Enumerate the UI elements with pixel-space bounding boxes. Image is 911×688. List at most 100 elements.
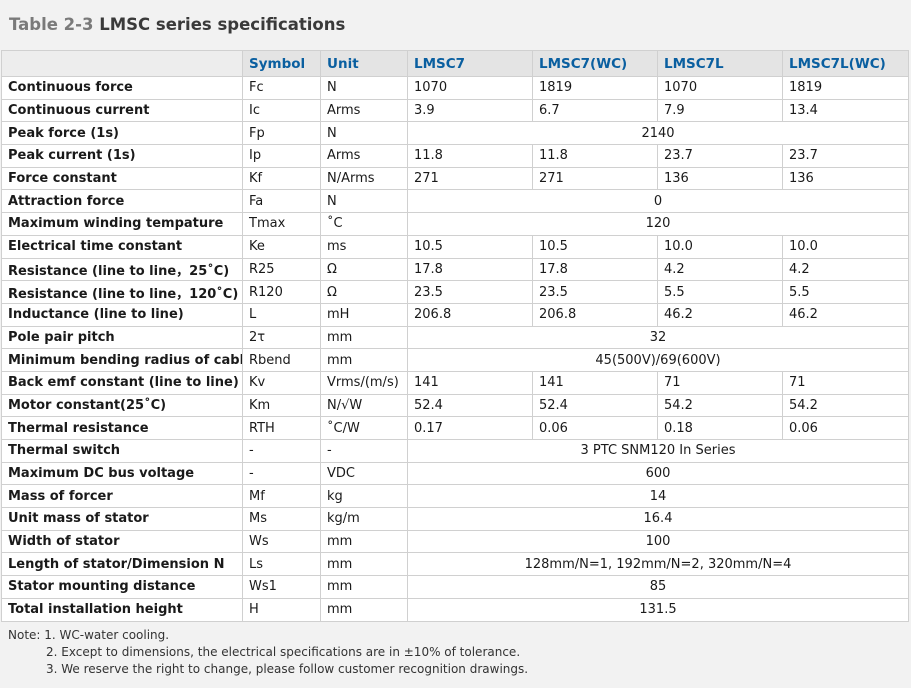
row-value: 52.4: [407, 393, 533, 418]
row-unit: Ω: [320, 257, 408, 282]
row-symbol: Ke: [242, 234, 321, 259]
row-unit: N/√W: [320, 393, 408, 418]
row-unit: Arms: [320, 98, 408, 123]
row-parameter: Attraction force: [1, 189, 243, 214]
row-symbol: Ws: [242, 529, 321, 554]
row-unit: ms: [320, 234, 408, 259]
header-lmsc7l: LMSC7L: [657, 50, 783, 77]
row-parameter: Minimum bending radius of cable: [1, 348, 243, 372]
row-unit: VDC: [320, 461, 408, 486]
row-value-merged: 85: [407, 575, 909, 599]
table-row: Resistance (line to line，25˚C) R25 Ω 17.8 17…: [1, 257, 909, 282]
row-value-merged: 0: [407, 189, 909, 214]
table-row: Maximum DC bus voltage - VDC 600: [1, 461, 909, 486]
row-parameter: Back emf constant (line to line): [1, 370, 243, 395]
row-unit: mH: [320, 302, 408, 327]
row-parameter: Motor constant(25˚C): [1, 393, 243, 418]
header-lmsc7-wc: LMSC7(WC): [532, 50, 658, 77]
row-parameter: Continuous force: [1, 76, 243, 100]
row-value-merged: 16.4: [407, 507, 909, 531]
row-unit: ˚C/W: [320, 416, 408, 440]
row-parameter: Electrical time constant: [1, 234, 243, 259]
row-symbol: R25: [242, 257, 321, 282]
row-value: 206.8: [407, 302, 533, 327]
row-unit: kg: [320, 484, 408, 509]
row-value: 17.8: [407, 257, 533, 282]
table-row: Force constant Kf N/Arms 271 271 136 136: [1, 166, 909, 191]
row-unit: kg/m: [320, 507, 408, 531]
row-symbol: Fc: [242, 76, 321, 100]
table-row: Thermal switch - -3 PTC SNM120 In Series: [1, 439, 909, 463]
row-parameter: Unit mass of stator: [1, 507, 243, 531]
row-symbol: 2τ: [242, 325, 321, 350]
row-value: 7.9: [657, 98, 783, 123]
row-value: 46.2: [657, 302, 783, 327]
row-symbol: Ls: [242, 552, 321, 577]
row-parameter: Peak force (1s): [1, 121, 243, 146]
row-symbol: Mf: [242, 484, 321, 509]
row-value: 10.0: [657, 234, 783, 259]
table-row: Attraction force Fa N 0: [1, 189, 909, 214]
header-unit: Unit: [320, 50, 408, 77]
row-value: 0.06: [782, 416, 909, 440]
row-unit: N: [320, 189, 408, 214]
row-value: 136: [657, 166, 783, 191]
row-unit: Arms: [320, 144, 408, 168]
row-parameter: Resistance (line to line，120˚C): [1, 280, 243, 304]
row-value: 0.17: [407, 416, 533, 440]
table-row: Length of stator/Dimension N Ls mm 128mm/N=…: [1, 552, 909, 577]
row-parameter: Force constant: [1, 166, 243, 191]
header-param: [1, 50, 243, 77]
row-parameter: Pole pair pitch: [1, 325, 243, 350]
table-row: Unit mass of stator Ms kg/m 16.4: [1, 507, 909, 531]
row-value-merged: 100: [407, 529, 909, 554]
row-value-merged: 131.5: [407, 597, 909, 622]
row-value: 17.8: [532, 257, 658, 282]
header-symbol: Symbol: [242, 50, 321, 77]
table-number: Table 2-3: [9, 15, 94, 34]
table-row: Peak force (1s) Fp N 2140: [1, 121, 909, 146]
row-value: 3.9: [407, 98, 533, 123]
row-value-merged: 3 PTC SNM120 In Series: [407, 439, 909, 463]
row-value: 10.5: [407, 234, 533, 259]
row-value-merged: 2140: [407, 121, 909, 146]
header-lmsc7: LMSC7: [407, 50, 533, 77]
row-value: 6.7: [532, 98, 658, 123]
note-3: 3. We reserve the right to change, pleas…: [46, 662, 529, 676]
row-value: 1819: [532, 76, 658, 100]
row-value: 71: [782, 370, 909, 395]
row-parameter: Stator mounting distance: [1, 575, 243, 599]
row-value: 13.4: [782, 98, 909, 123]
row-symbol: R120: [242, 280, 321, 304]
table-row: Thermal resistance RTH ˚C/W 0.17 0.06 0.18 0.0…: [1, 416, 909, 440]
row-value: 141: [407, 370, 533, 395]
row-value: 271: [532, 166, 658, 191]
row-symbol: Ic: [242, 98, 321, 123]
row-symbol: H: [242, 597, 321, 622]
row-value: 141: [532, 370, 658, 395]
row-value: 0.18: [657, 416, 783, 440]
row-symbol: L: [242, 302, 321, 327]
row-symbol: Ws1: [242, 575, 321, 599]
row-symbol: RTH: [242, 416, 321, 440]
row-value: 23.5: [532, 280, 658, 304]
row-value: 206.8: [532, 302, 658, 327]
table-row: Width of stator Ws mm 100: [1, 529, 909, 554]
table-title: Table 2-3 LMSC series specifications: [0, 5, 911, 45]
row-symbol: Kf: [242, 166, 321, 191]
row-symbol: Ip: [242, 144, 321, 168]
row-unit: N: [320, 121, 408, 146]
row-value: 1819: [782, 76, 909, 100]
row-value-merged: 14: [407, 484, 909, 509]
table-row: Electrical time constant Ke ms 10.5 10.5 10.0…: [1, 234, 909, 259]
row-value-merged: 32: [407, 325, 909, 350]
row-value-merged: 120: [407, 212, 909, 236]
table-row: Continuous force Fc N 1070 1819 1070 1819: [1, 76, 909, 100]
row-unit: N/Arms: [320, 166, 408, 191]
table-row: Back emf constant (line to line) Kv Vrms/(…: [1, 370, 909, 395]
row-unit: mm: [320, 597, 408, 622]
table-row: Stator mounting distance Ws1 mm 85: [1, 575, 909, 599]
row-value: 5.5: [782, 280, 909, 304]
table-row: Peak current (1s) Ip Arms 11.8 11.8 23.7 23.7: [1, 144, 909, 168]
